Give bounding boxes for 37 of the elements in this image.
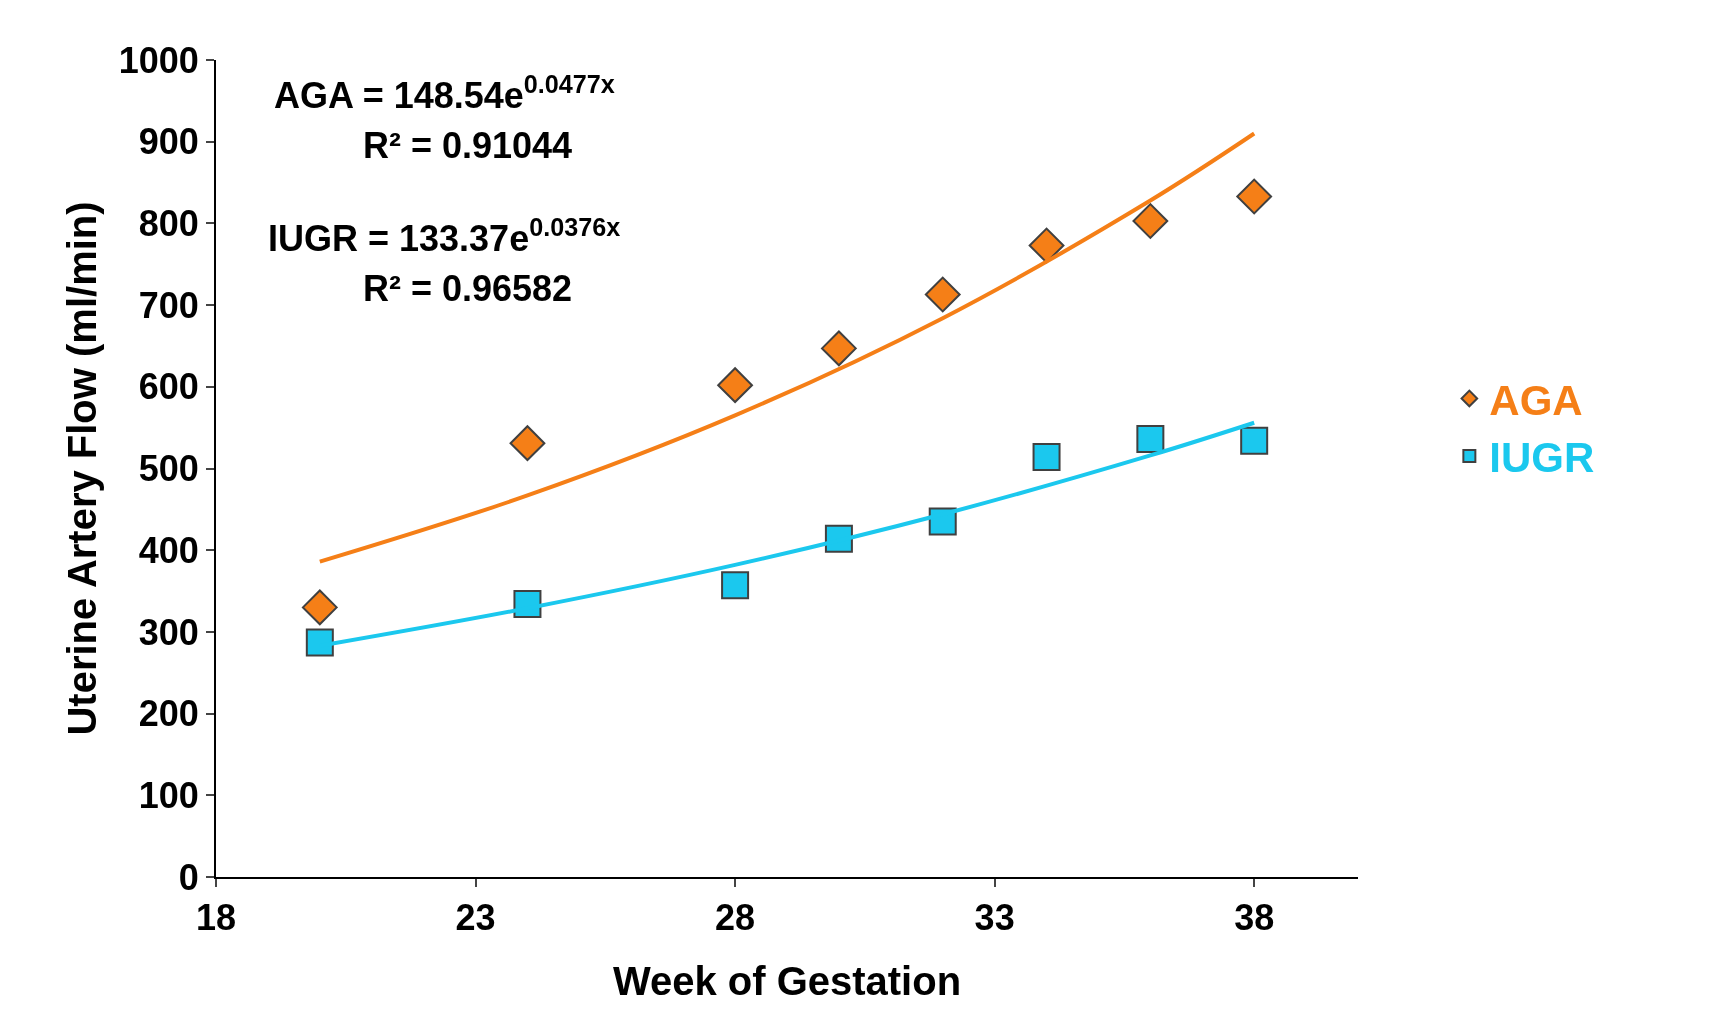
annotation: R² = 0.96582 (363, 268, 573, 309)
y-tick-label: 600 (138, 366, 199, 408)
legend-label: AGA (1489, 376, 1583, 424)
point (1136, 425, 1165, 454)
legend-label: IUGR (1489, 434, 1595, 482)
y-tick-label: 100 (138, 774, 199, 816)
y-tick-label: 0 (178, 856, 199, 898)
point (1240, 426, 1269, 455)
x-tick-label: 18 (195, 897, 237, 939)
y-axis-title: Uterine Artery Flow (ml/min) (59, 201, 104, 736)
y-tick-label: 400 (138, 529, 199, 571)
point (1028, 227, 1065, 264)
x-tick-label: 28 (715, 897, 756, 939)
y-tick-label: 200 (138, 693, 199, 735)
y-tick-label: 300 (138, 611, 199, 653)
point (509, 425, 546, 462)
x-tick-label: 33 (974, 897, 1015, 939)
point (1236, 178, 1273, 215)
y-tick-label: 800 (138, 203, 199, 244)
y-tick-label: 900 (138, 121, 199, 163)
x-tick-label: 23 (455, 897, 496, 939)
x-tick-label: 38 (1234, 897, 1275, 939)
point (717, 367, 753, 404)
point (1132, 203, 1169, 239)
y-tick-label: 500 (138, 448, 199, 490)
point (924, 276, 961, 313)
y-tick-label: 1000 (118, 39, 199, 81)
annotation: IUGR = 133.37e$^{0.0376x}$ (268, 213, 621, 260)
point (821, 330, 857, 367)
point (721, 571, 750, 600)
annotation: AGA = 148.54e$^{0.0477x}$ (274, 70, 615, 117)
point (1032, 443, 1061, 472)
y-tick-label: 700 (138, 284, 199, 326)
annotation: R² = 0.91044 (363, 125, 573, 166)
x-axis-title: Week of Gestation (612, 959, 962, 1004)
point (301, 589, 338, 626)
point (305, 628, 334, 657)
